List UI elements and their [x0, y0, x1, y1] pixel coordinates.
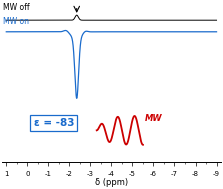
Text: MW on: MW on — [3, 17, 29, 26]
Text: MW: MW — [145, 114, 163, 122]
Text: ε = -83: ε = -83 — [34, 118, 74, 128]
Text: MW off: MW off — [3, 3, 30, 12]
X-axis label: δ (ppm): δ (ppm) — [95, 178, 128, 187]
